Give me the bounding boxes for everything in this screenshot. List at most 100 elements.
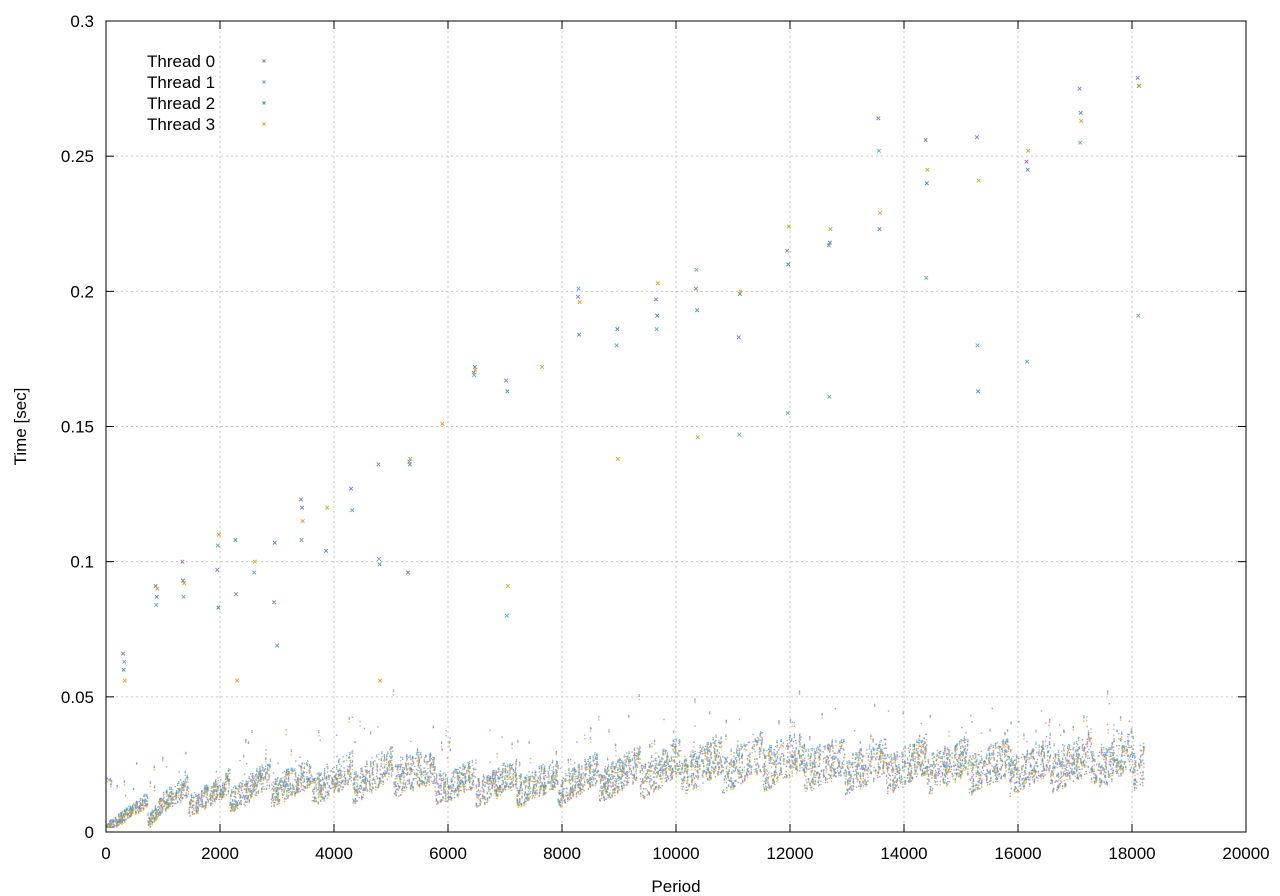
data-point [378, 678, 383, 683]
data-point [154, 602, 159, 608]
data-point [828, 227, 833, 232]
data-point [154, 594, 159, 599]
data-point [576, 332, 582, 337]
data-point [180, 578, 186, 583]
data-point [272, 600, 277, 605]
y-tick-label: 0.25 [61, 147, 94, 166]
data-point [472, 373, 477, 378]
data-point [655, 281, 660, 286]
data-point [1137, 83, 1142, 88]
data-point [876, 148, 882, 153]
data-point [694, 308, 700, 313]
data-point [405, 570, 411, 575]
data-point [300, 518, 305, 524]
data-point [1077, 86, 1082, 91]
data-point [153, 583, 158, 589]
data-point [122, 659, 127, 664]
data-point [323, 548, 329, 553]
grid-lines [106, 21, 1246, 832]
data-point [348, 486, 354, 491]
series-1-cloud [106, 688, 1145, 828]
data-point [473, 367, 478, 372]
series-1-dense-points [106, 688, 1145, 828]
data-point [693, 286, 699, 291]
data-point [539, 364, 545, 370]
data-point [407, 462, 412, 467]
legend-marker [262, 80, 266, 84]
legend-entry-label: Thread 2 [147, 94, 215, 113]
data-point [975, 343, 980, 348]
data-point [122, 678, 127, 683]
data-point [786, 224, 791, 229]
data-point [505, 583, 510, 589]
data-point [181, 594, 186, 599]
data-point [827, 240, 833, 245]
data-point [614, 343, 619, 348]
data-point [376, 462, 381, 467]
y-axis-label: Time [sec] [11, 388, 30, 466]
data-point [155, 586, 160, 591]
data-point [325, 505, 330, 510]
x-tick-label: 18000 [1108, 844, 1155, 863]
x-tick-label: 2000 [201, 844, 239, 863]
data-point [1136, 313, 1141, 318]
y-tick-label: 0.05 [61, 688, 94, 707]
y-tick-label: 0 [85, 823, 94, 842]
axis-ticks [105, 20, 1247, 833]
data-point [785, 410, 790, 416]
data-point [181, 581, 187, 586]
y-tick-label: 0.2 [70, 282, 94, 301]
x-tick-label: 6000 [429, 844, 467, 863]
x-tick-label: 16000 [994, 844, 1041, 863]
data-point [180, 559, 185, 564]
data-point [121, 667, 126, 672]
data-point [120, 651, 126, 656]
data-point [1025, 359, 1030, 364]
legend-entry-label: Thread 1 [147, 73, 215, 92]
data-point [736, 335, 741, 340]
data-point [695, 435, 700, 440]
data-point [738, 289, 743, 294]
data-point [299, 537, 304, 543]
data-point [615, 456, 620, 462]
data-point [408, 456, 413, 462]
data-point [1024, 159, 1029, 164]
data-point [1079, 118, 1084, 124]
data-point [1078, 110, 1083, 116]
data-point [576, 286, 581, 291]
legend-marker [262, 122, 266, 126]
x-tick-label: 12000 [766, 844, 813, 863]
data-point [1026, 148, 1031, 153]
legend-entry-label: Thread 3 [147, 115, 215, 134]
x-tick-label: 20000 [1222, 844, 1269, 863]
legend: Thread 0 Thread 1 Thread 2 Thread 3 [147, 52, 266, 134]
x-tick-label: 4000 [315, 844, 353, 863]
y-tick-labels: 0 0.05 0.1 0.15 0.2 0.25 0.3 [61, 12, 94, 842]
data-point [653, 297, 659, 302]
data-point [694, 267, 699, 272]
data-point [298, 497, 304, 502]
y-tick-label: 0.15 [61, 418, 94, 437]
dense-point-cloud [106, 688, 1145, 828]
x-tick-label: 10000 [652, 844, 699, 863]
data-point [654, 327, 659, 332]
data-point [216, 532, 221, 537]
data-point [233, 537, 238, 543]
outlier-points [120, 75, 1142, 683]
x-axis-label: Period [651, 877, 700, 896]
legend-entry-label: Thread 0 [147, 52, 215, 71]
data-point [975, 389, 981, 394]
data-point [272, 540, 277, 545]
data-point [877, 227, 882, 232]
data-point [350, 508, 355, 513]
data-point [215, 543, 220, 548]
data-point [233, 591, 239, 597]
data-point [785, 248, 790, 253]
x-tick-label: 8000 [543, 844, 581, 863]
x-tick-label: 14000 [880, 844, 927, 863]
data-point [1025, 167, 1030, 172]
data-point [925, 167, 930, 172]
data-point [376, 556, 382, 562]
data-point [577, 300, 582, 305]
